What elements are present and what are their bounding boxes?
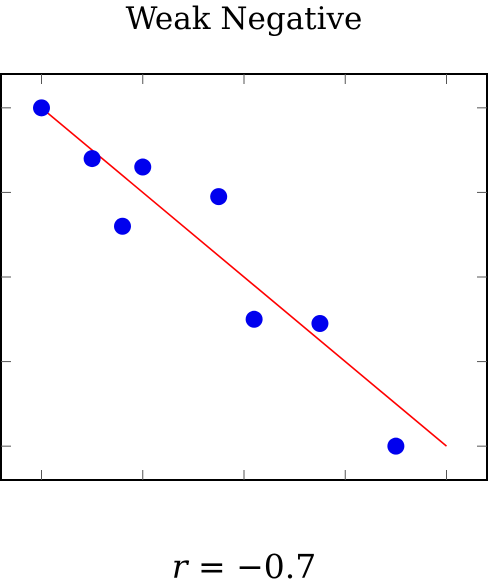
data-point — [134, 158, 152, 176]
trendline — [40, 107, 448, 447]
data-point — [83, 150, 101, 168]
data-points — [33, 99, 405, 455]
data-point — [210, 188, 228, 206]
correlation-caption: r = −0.7 — [172, 547, 317, 584]
chart-title: Weak Negative — [126, 1, 363, 37]
caption-relation: = −0.7 — [188, 547, 317, 584]
trendline-group — [40, 107, 448, 447]
caption-variable: r — [172, 547, 190, 584]
data-point — [245, 310, 263, 328]
axes — [0, 73, 488, 481]
data-point — [311, 315, 329, 333]
data-point — [114, 217, 131, 235]
data-point — [33, 99, 50, 117]
data-point — [387, 437, 405, 455]
